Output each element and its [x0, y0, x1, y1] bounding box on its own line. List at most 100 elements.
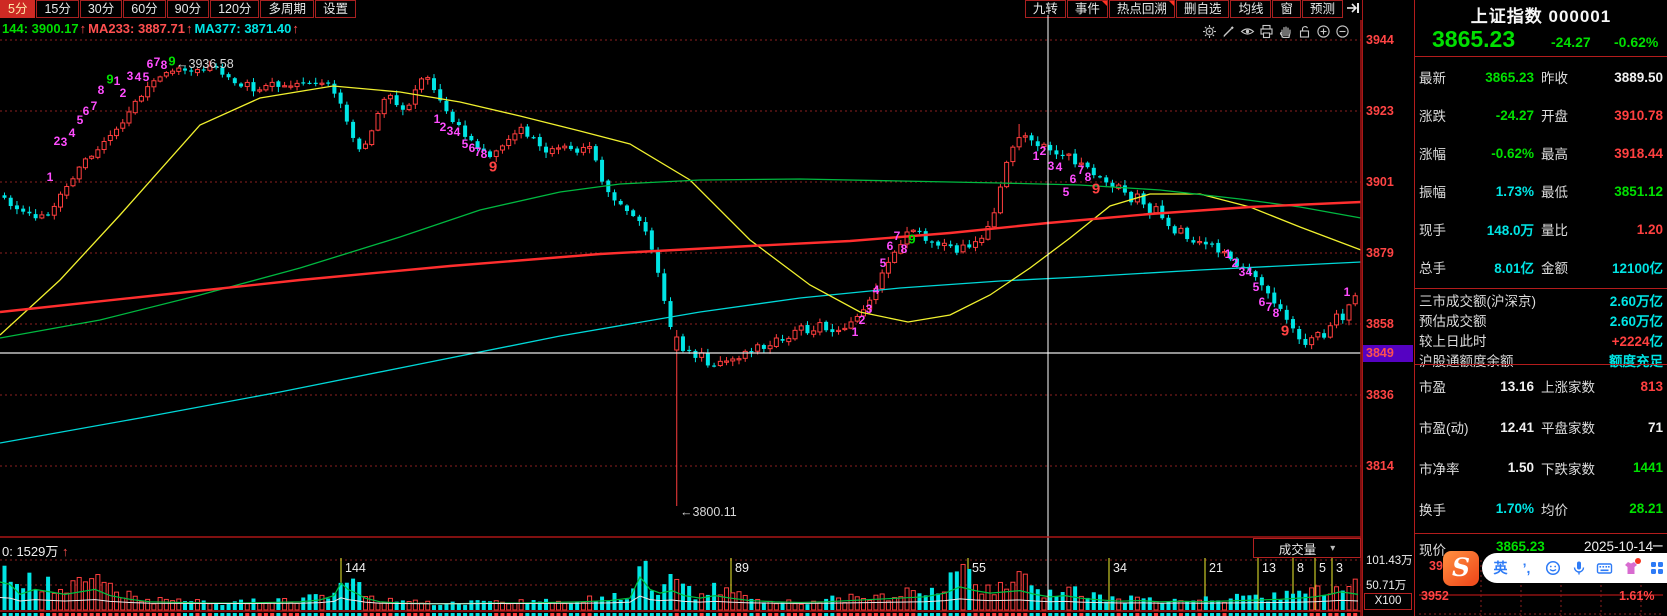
ime-punctuation-toggle[interactable]: ’, [1522, 560, 1531, 576]
jump-to-latest-icon[interactable] [1344, 0, 1362, 18]
nine-turn-count: 6 [1258, 295, 1266, 309]
tab-30分[interactable]: 30分 [79, 0, 123, 18]
quote-row: 市盈(动) 12.41 平盘家数 71 [1415, 417, 1667, 437]
turnover-label: 预估成交额 [1419, 314, 1487, 329]
zoom-in-icon[interactable] [1316, 24, 1331, 39]
axis-volume-label: 50.71万 [1366, 580, 1407, 592]
ime-voice-icon[interactable] [1570, 560, 1587, 577]
eye-icon[interactable] [1240, 24, 1255, 39]
pencil-icon[interactable] [1221, 24, 1236, 39]
printer-icon[interactable] [1259, 24, 1274, 39]
volume-scale-label: X100 [1364, 593, 1412, 610]
nine-turn-count: 1 [1224, 247, 1232, 261]
button-预测[interactable]: 预测 [1301, 0, 1343, 18]
sogou-logo[interactable]: S [1443, 550, 1479, 586]
nine-turn-count: 3 [126, 69, 134, 83]
ime-emoji-icon[interactable] [1544, 560, 1561, 577]
price-change: -24.27 [1551, 34, 1591, 50]
quote-row: 市净率 1.50 下跌家数 1441 [1415, 458, 1667, 478]
quote-field: 开盘 [1541, 109, 1568, 124]
quote-field: 3918.44 [1614, 145, 1663, 161]
ime-language-toggle[interactable]: 英 [1493, 560, 1508, 576]
nine-turn-count: 4 [134, 70, 142, 84]
quote-row: 涨跌 -24.27 开盘 3910.78 [1415, 105, 1667, 125]
fib-time-label: 89 [735, 561, 749, 575]
ime-skin-icon[interactable] [1622, 557, 1641, 577]
index-title: 上证指数 000001 [1470, 7, 1612, 26]
ma-label: MA233: 3887.71 [88, 21, 185, 36]
button-事件[interactable]: 事件 [1066, 0, 1108, 18]
quote-field: 最低 [1541, 185, 1568, 200]
axis-price-label: 3836 [1366, 388, 1394, 402]
quote-field: 28.21 [1629, 501, 1663, 517]
quote-row: 总手 8.01亿 金额 12100亿 [1415, 257, 1667, 277]
current-price-axis-tag: 3849 [1363, 345, 1413, 362]
date-label: 2025-10-14 [1584, 539, 1654, 554]
up-arrow-icon: ↑ [292, 21, 299, 36]
nine-turn-count: 7 [893, 229, 901, 243]
nine-turn-count: 2 [439, 120, 447, 134]
quote-field: 换手 [1419, 502, 1446, 518]
fib-time-label: 144 [345, 561, 366, 575]
ime-apps-icon[interactable] [1648, 560, 1665, 577]
tab-5分[interactable]: 5分 [0, 0, 36, 18]
axis-price-label: 3879 [1366, 246, 1394, 260]
quote-field: 涨跌 [1419, 109, 1446, 124]
button-九转[interactable]: 九转 [1024, 0, 1066, 18]
turnover-value: 亿 [1649, 334, 1664, 349]
quote-field: 148.0万 [1486, 223, 1534, 238]
tab-15分[interactable]: 15分 [36, 0, 79, 18]
nine-turn-count: 7 [90, 99, 98, 113]
axis-price-label: 3944 [1366, 33, 1394, 47]
candlestick-chart[interactable] [0, 0, 1362, 616]
quote-field: 1.20 [1636, 221, 1663, 237]
last-price: 3865.23 [1432, 26, 1516, 52]
button-删自选[interactable]: 删自选 [1175, 0, 1230, 18]
turnover-row: 预估成交额 2.60万亿 [1415, 310, 1667, 330]
quote-field: 昨收 [1541, 71, 1568, 86]
gear-icon[interactable] [1202, 24, 1217, 39]
volume-ma-label: 0: 1529万 ↑ [2, 544, 69, 559]
zoom-out-icon[interactable] [1335, 24, 1350, 39]
quote-field: -24.27 [1495, 107, 1534, 123]
volume-indicator-selector[interactable]: 成交量 ▾ [1253, 538, 1361, 558]
quote-field: -0.62% [1491, 145, 1534, 161]
quote-field: 3889.50 [1614, 69, 1663, 85]
quote-row: 换手 1.70% 均价 28.21 [1415, 499, 1667, 519]
badge-corner [1168, 1, 1174, 6]
ime-keyboard-icon[interactable] [1596, 560, 1613, 577]
quote-row: 振幅 1.73% 最低 3851.12 [1415, 181, 1667, 201]
button-窗[interactable]: 窗 [1272, 0, 1301, 18]
mini-axis-bottom: 3952 [1421, 589, 1449, 603]
quote-field: 3910.78 [1614, 107, 1663, 123]
nine-turn-count: 6 [1069, 172, 1077, 186]
tab-90分[interactable]: 90分 [166, 0, 210, 18]
mini-intraday-chart[interactable]: 39 3952 1.61% [1415, 558, 1667, 616]
nine-turn-count: 1 [1343, 285, 1351, 299]
nine-turn-count: 2 [119, 86, 127, 100]
button-热点回溯[interactable]: 热点回溯 [1108, 0, 1175, 18]
current-price-value: 3865.23 [1496, 539, 1545, 554]
fib-time-label: 3 [1336, 561, 1343, 575]
button-均线[interactable]: 均线 [1230, 0, 1272, 18]
quote-field: 3865.23 [1485, 69, 1534, 85]
nine-turn-count: 1 [113, 74, 121, 88]
tab-设置[interactable]: 设置 [314, 0, 356, 18]
tab-120分[interactable]: 120分 [210, 0, 260, 18]
turnover-row: 三市成交额(沪深京) 2.60万亿 [1415, 290, 1667, 310]
nine-turn-count: 8 [480, 147, 488, 161]
hand-icon[interactable] [1278, 24, 1293, 39]
nine-turn-count: 8 [1084, 170, 1092, 184]
fib-time-label: 8 [1297, 561, 1304, 575]
fib-time-label: 34 [1113, 561, 1127, 575]
axis-price-label: 3814 [1366, 459, 1394, 473]
tab-多周期[interactable]: 多周期 [260, 0, 314, 18]
quote-field: 市净率 [1419, 461, 1460, 477]
turnover-value: 额度充足 [1609, 354, 1663, 369]
ma-label: 144: 3900.17 [2, 21, 79, 36]
lock-open-icon[interactable] [1297, 24, 1312, 39]
current-price-label: 现价 [1419, 543, 1446, 558]
nine-turn-count: 4 [1055, 160, 1063, 174]
tab-60分[interactable]: 60分 [123, 0, 166, 18]
